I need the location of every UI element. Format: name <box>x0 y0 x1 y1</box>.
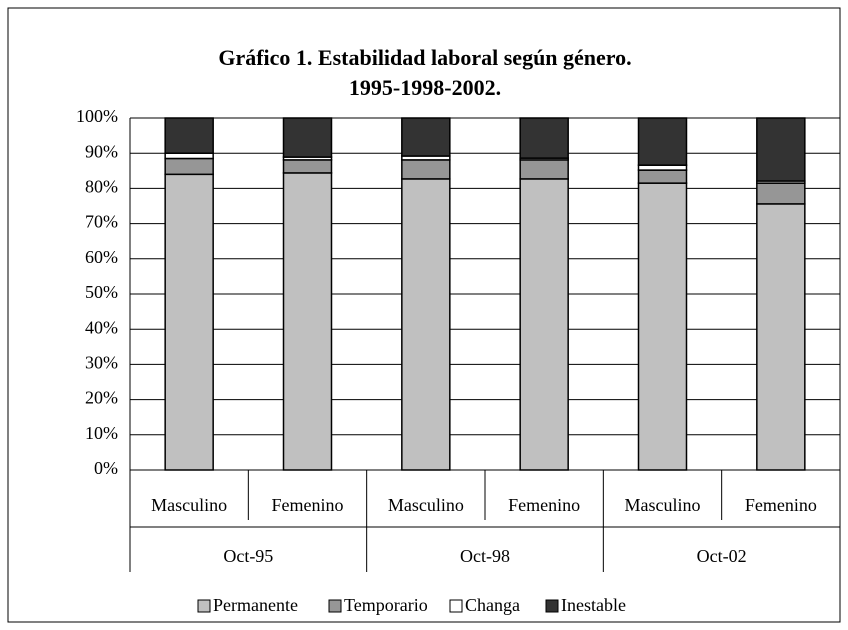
bar-segment <box>282 172 333 471</box>
bar-segment <box>519 159 569 180</box>
y-tick-label: 70% <box>85 212 118 232</box>
legend-label: Permanente <box>213 595 298 615</box>
group-label: Oct-98 <box>460 546 510 566</box>
bar-segment <box>164 157 214 176</box>
x-tick-label: Masculino <box>388 495 464 515</box>
bar-segment <box>519 178 569 471</box>
group-label: Oct-02 <box>697 546 747 566</box>
y-tick-label: 20% <box>85 388 118 408</box>
bar-segment <box>637 169 688 184</box>
x-tick-label: Femenino <box>508 495 580 515</box>
legend-label: Temporario <box>344 595 428 615</box>
bar-segment <box>637 117 688 166</box>
bar-segment <box>164 152 214 160</box>
y-tick-label: 100% <box>76 106 118 126</box>
y-tick-label: 40% <box>85 317 118 337</box>
legend-label: Changa <box>465 595 520 615</box>
y-tick-label: 60% <box>85 247 118 267</box>
x-tick-label: Masculino <box>151 495 227 515</box>
bar-segment <box>401 117 451 157</box>
x-tick-label: Femenino <box>745 495 817 515</box>
y-tick-label: 10% <box>85 423 118 443</box>
bar-segment <box>756 203 806 471</box>
bar-segment <box>401 178 451 471</box>
bar-segment <box>401 159 451 180</box>
x-tick-label: Masculino <box>625 495 701 515</box>
chart-title: Gráfico 1. Estabilidad laboral según gén… <box>218 45 631 70</box>
bar-segment <box>164 173 214 471</box>
legend-swatch <box>197 599 211 613</box>
bar-segment <box>282 117 333 158</box>
y-tick-label: 90% <box>85 141 118 161</box>
legend-swatch <box>545 599 559 613</box>
legend-swatch <box>328 599 342 613</box>
chart-title: 1995-1998-2002. <box>349 75 501 100</box>
bar-segment <box>637 182 688 471</box>
y-tick-label: 0% <box>94 458 118 478</box>
legend-label: Inestable <box>561 595 626 615</box>
y-tick-label: 30% <box>85 353 118 373</box>
bar-segment <box>519 117 569 159</box>
x-tick-label: Femenino <box>272 495 344 515</box>
group-label: Oct-95 <box>223 546 273 566</box>
bar-segment <box>164 117 214 154</box>
bar-segment <box>756 117 806 182</box>
legend-swatch <box>449 599 463 613</box>
bar-segment <box>756 182 806 205</box>
y-tick-label: 50% <box>85 282 118 302</box>
bar-segment <box>282 159 333 174</box>
y-tick-label: 80% <box>85 177 118 197</box>
